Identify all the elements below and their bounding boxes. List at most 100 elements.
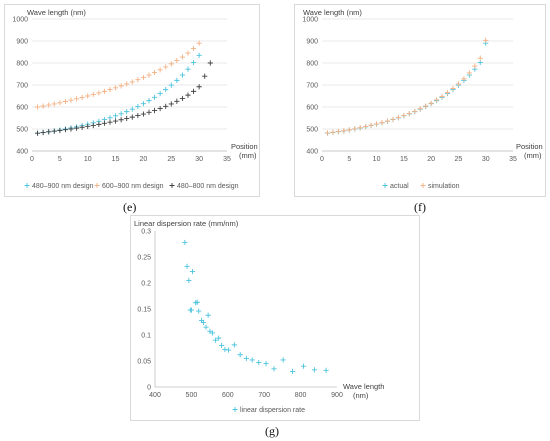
x-tick-label: 30 <box>195 156 203 163</box>
legend-label: 600–900 nm design <box>102 183 164 190</box>
x-tick-label: 0 <box>320 156 324 163</box>
legend-marker <box>24 183 30 188</box>
data-point <box>157 105 163 112</box>
x-tick-label: 5 <box>58 156 62 163</box>
data-point <box>194 299 200 305</box>
data-point <box>68 126 74 132</box>
data-point <box>190 59 197 66</box>
data-point <box>85 93 91 99</box>
data-point <box>179 95 186 102</box>
data-point <box>107 87 113 93</box>
data-point <box>280 357 286 363</box>
data-point <box>455 81 462 87</box>
data-point <box>151 94 158 100</box>
data-point <box>129 79 135 85</box>
data-point <box>225 347 232 353</box>
legend-label: 480–800 nm design <box>177 183 239 190</box>
y-tick-label: 0.05 <box>137 359 151 366</box>
y-tick-label: 900 <box>306 39 318 46</box>
data-point <box>186 277 192 283</box>
data-point <box>118 83 124 89</box>
legend-marker <box>169 183 175 188</box>
data-point <box>163 87 169 93</box>
y-tick-label: 800 <box>16 61 28 68</box>
data-point <box>184 263 190 269</box>
data-point <box>196 84 202 90</box>
data-point <box>124 81 130 87</box>
chart-panel-f: Wave length (nm) 400 500 600 700 800 900 1000 0 5… <box>294 4 546 197</box>
data-point <box>401 112 407 119</box>
chart-panel-e: Wave length (nm) 400 500 600 700 800 900 1000 0 5… <box>4 4 260 197</box>
data-point <box>188 307 194 313</box>
data-point <box>263 361 269 367</box>
data-point <box>190 88 197 94</box>
data-point <box>207 60 213 66</box>
data-point <box>243 355 249 361</box>
data-point <box>216 335 222 341</box>
y-tick-label: 400 <box>16 149 28 156</box>
data-point <box>196 308 202 314</box>
data-point <box>341 128 347 134</box>
data-point <box>79 124 85 130</box>
x-tick-label: 10 <box>84 156 92 163</box>
chart-f: Wave length (nm) 400 500 600 700 800 900 1000 0 5… <box>302 8 543 190</box>
series-3 <box>34 60 213 136</box>
data-point <box>112 118 119 124</box>
legend-marker <box>382 183 388 188</box>
data-point <box>428 100 434 106</box>
x-axis-label: Position <box>516 142 543 151</box>
data-point <box>311 367 318 373</box>
data-point <box>450 85 456 92</box>
data-point <box>179 54 186 60</box>
chart-g: Linear dispersion rate (mm/nm) 0 0.05 0.1 0.… <box>134 219 384 414</box>
data-point <box>219 342 225 348</box>
data-point <box>68 97 74 103</box>
data-point <box>346 127 352 133</box>
data-point <box>157 90 163 97</box>
data-point <box>118 111 124 117</box>
data-point <box>412 108 418 114</box>
legend-label: linear dispersion rate <box>240 407 305 414</box>
data-point <box>203 324 209 330</box>
x-tick-label: 400 <box>149 392 161 399</box>
data-point <box>90 91 96 98</box>
caption-g: (g) <box>265 424 279 438</box>
data-point <box>417 106 423 112</box>
data-point <box>46 129 52 135</box>
x-tick-label: 35 <box>509 156 517 163</box>
y-tick-label: 0.3 <box>141 229 151 236</box>
data-point <box>107 119 113 125</box>
data-point <box>472 63 478 69</box>
data-point <box>57 100 63 106</box>
x-tick-label: 0 <box>30 156 34 163</box>
x-tick-label: 30 <box>482 156 490 163</box>
data-point <box>434 97 440 103</box>
data-point <box>146 98 152 104</box>
data-point <box>444 90 451 96</box>
data-point <box>40 103 46 109</box>
data-point <box>335 128 341 135</box>
x-axis-label: Wave length <box>343 382 384 391</box>
data-point <box>205 312 211 318</box>
y-tick-label: 1000 <box>12 17 28 24</box>
series-1 <box>182 239 329 374</box>
legend-marker <box>420 183 426 188</box>
data-point <box>379 120 385 126</box>
data-point <box>190 45 197 52</box>
data-point <box>96 90 102 96</box>
caption-e: (e) <box>123 200 137 214</box>
data-point <box>157 67 163 73</box>
data-point <box>200 319 207 326</box>
data-point <box>256 359 262 366</box>
data-point <box>185 66 191 72</box>
data-point <box>185 92 191 98</box>
series-1 <box>34 52 202 136</box>
legend-marker <box>94 183 100 188</box>
data-point <box>34 104 41 110</box>
data-point <box>151 69 158 76</box>
x-tick-label: 5 <box>347 156 351 163</box>
data-point <box>323 367 329 373</box>
x-tick-label: 800 <box>295 392 307 399</box>
y-tick-label: 400 <box>306 149 318 156</box>
x-tick-label: 25 <box>167 156 175 163</box>
